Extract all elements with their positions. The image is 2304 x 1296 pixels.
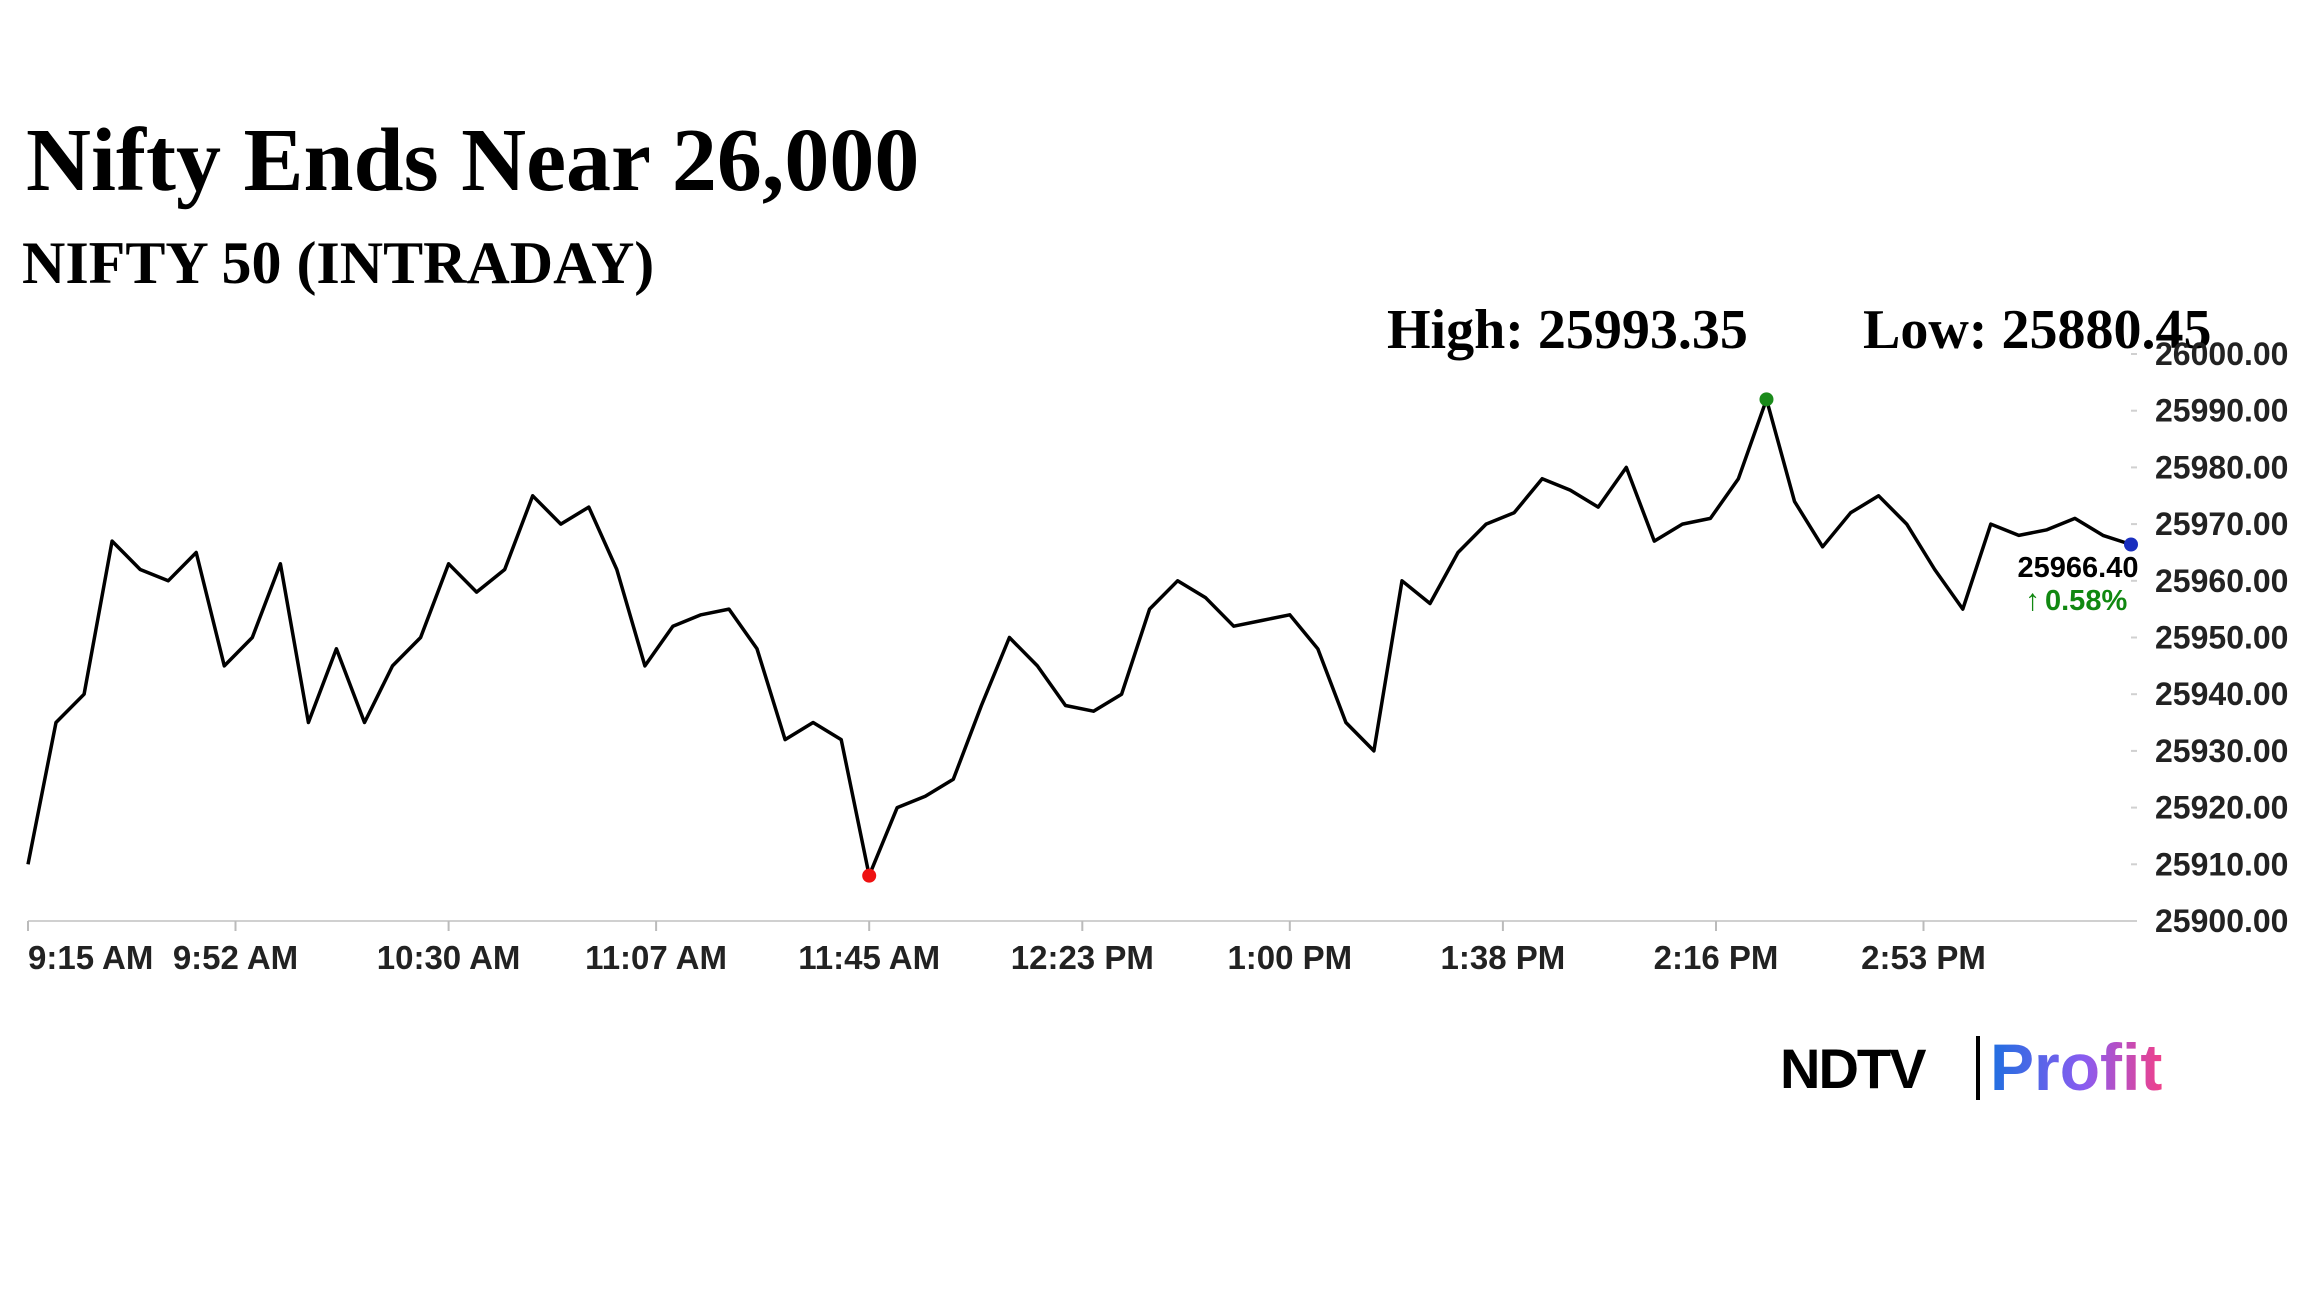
high-marker — [1759, 392, 1774, 407]
x-tick-label: 9:52 AM — [173, 939, 298, 976]
y-tick-label: 25970.00 — [2155, 506, 2288, 542]
last-value-label: 25966.40 — [2018, 552, 2139, 584]
chart-title: Nifty Ends Near 26,000 — [26, 111, 919, 210]
chart-subtitle: NIFTY 50 (INTRADAY) — [22, 230, 654, 296]
y-tick-label: 26000.00 — [2155, 336, 2288, 372]
high-label: High: 25993.35 — [1387, 299, 1748, 361]
y-tick-label: 25960.00 — [2155, 563, 2288, 599]
x-tick-label: 11:07 AM — [585, 939, 727, 976]
y-tick-label: 25930.00 — [2155, 733, 2288, 769]
x-tick-label: 1:00 PM — [1227, 939, 1352, 976]
last-marker — [2124, 537, 2138, 552]
x-tick-label: 11:45 AM — [798, 939, 940, 976]
change-arrow: ↑ — [2025, 584, 2040, 617]
x-tick-label: 2:53 PM — [1861, 939, 1986, 976]
x-tick-label: 12:23 PM — [1011, 939, 1154, 976]
y-tick-label: 25940.00 — [2155, 676, 2288, 712]
logo-profit: Profit — [1990, 1030, 2162, 1104]
y-tick-label: 25980.00 — [2155, 449, 2288, 485]
y-tick-label: 25950.00 — [2155, 620, 2288, 656]
y-tick-label: 25910.00 — [2155, 846, 2288, 882]
x-tick-label: 10:30 AM — [377, 939, 521, 976]
y-tick-label: 25900.00 — [2155, 903, 2288, 939]
y-tick-label: 25990.00 — [2155, 393, 2288, 429]
logo-ndtv: NDTV — [1780, 1037, 1926, 1100]
y-tick-label: 25920.00 — [2155, 790, 2288, 826]
low-label: Low: 25880.45 — [1863, 299, 2211, 361]
x-tick-label: 9:15 AM — [28, 939, 153, 976]
price-line — [26, 397, 2132, 878]
plot-area: 25900.00 25910.00 25920.00 25930.00 25940.00… — [26, 336, 2288, 976]
x-tick-label: 1:38 PM — [1441, 939, 1566, 976]
low-marker — [862, 868, 877, 883]
logo: NDTV Profit — [1780, 1030, 2162, 1104]
change-label: 0.58% — [2045, 585, 2127, 617]
x-tick-label: 2:16 PM — [1654, 939, 1779, 976]
